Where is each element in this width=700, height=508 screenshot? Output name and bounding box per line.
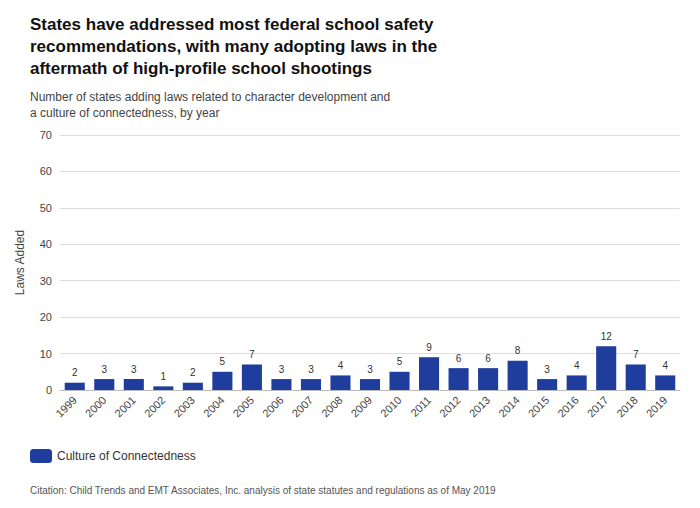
- svg-text:3: 3: [102, 364, 108, 375]
- svg-text:60: 60: [40, 165, 52, 177]
- svg-text:0: 0: [46, 384, 52, 396]
- svg-text:Laws Added: Laws Added: [13, 230, 27, 295]
- svg-text:5: 5: [397, 356, 403, 367]
- svg-text:7: 7: [633, 349, 639, 360]
- svg-text:40: 40: [40, 238, 52, 250]
- svg-text:8: 8: [515, 345, 521, 356]
- svg-text:2014: 2014: [496, 394, 522, 420]
- svg-text:2019: 2019: [644, 394, 670, 420]
- svg-text:2012: 2012: [437, 394, 463, 420]
- svg-text:4: 4: [338, 360, 344, 371]
- svg-text:recommendations, with many ado: recommendations, with many adopting laws…: [30, 37, 437, 56]
- svg-text:2002: 2002: [142, 394, 168, 420]
- svg-text:2000: 2000: [83, 394, 109, 420]
- svg-text:2013: 2013: [467, 394, 493, 420]
- svg-text:2003: 2003: [171, 394, 197, 420]
- svg-text:Citation: Child Trends and EMT: Citation: Child Trends and EMT Associate…: [30, 485, 496, 496]
- svg-text:2010: 2010: [378, 394, 404, 420]
- svg-text:2005: 2005: [230, 394, 256, 420]
- svg-text:Culture of Connectedness: Culture of Connectedness: [57, 449, 196, 463]
- svg-text:3: 3: [131, 364, 137, 375]
- svg-text:1: 1: [161, 371, 167, 382]
- svg-text:2008: 2008: [319, 394, 345, 420]
- svg-text:9: 9: [426, 342, 432, 353]
- svg-text:4: 4: [574, 360, 580, 371]
- svg-text:aftermath of high-profile scho: aftermath of high-profile school shootin…: [30, 59, 372, 78]
- svg-text:2017: 2017: [585, 394, 611, 420]
- svg-text:2011: 2011: [408, 394, 433, 419]
- svg-text:2006: 2006: [260, 394, 286, 420]
- svg-text:2016: 2016: [555, 394, 581, 420]
- svg-text:1999: 1999: [53, 394, 79, 420]
- svg-text:3: 3: [544, 364, 550, 375]
- svg-text:2: 2: [72, 367, 78, 378]
- svg-text:70: 70: [40, 129, 52, 141]
- svg-text:States have addressed most fed: States have addressed most federal schoo…: [30, 15, 434, 34]
- svg-text:50: 50: [40, 202, 52, 214]
- svg-text:5: 5: [220, 356, 226, 367]
- svg-text:6: 6: [485, 353, 491, 364]
- svg-text:2018: 2018: [614, 394, 640, 420]
- svg-text:2015: 2015: [526, 394, 552, 420]
- svg-text:10: 10: [40, 348, 52, 360]
- svg-text:30: 30: [40, 275, 52, 287]
- svg-text:12: 12: [601, 331, 613, 342]
- svg-text:a culture of connectedness, by: a culture of connectedness, by year: [30, 106, 219, 120]
- svg-text:2001: 2001: [112, 394, 138, 420]
- svg-text:2: 2: [190, 367, 196, 378]
- svg-text:4: 4: [662, 360, 668, 371]
- svg-text:2004: 2004: [201, 394, 227, 420]
- svg-text:2009: 2009: [348, 394, 374, 420]
- svg-text:3: 3: [308, 364, 314, 375]
- svg-text:3: 3: [367, 364, 373, 375]
- svg-text:6: 6: [456, 353, 462, 364]
- svg-text:3: 3: [279, 364, 285, 375]
- svg-text:7: 7: [249, 349, 255, 360]
- svg-text:20: 20: [40, 311, 52, 323]
- svg-text:Number of states adding laws r: Number of states adding laws related to …: [30, 90, 390, 104]
- svg-text:2007: 2007: [289, 394, 315, 420]
